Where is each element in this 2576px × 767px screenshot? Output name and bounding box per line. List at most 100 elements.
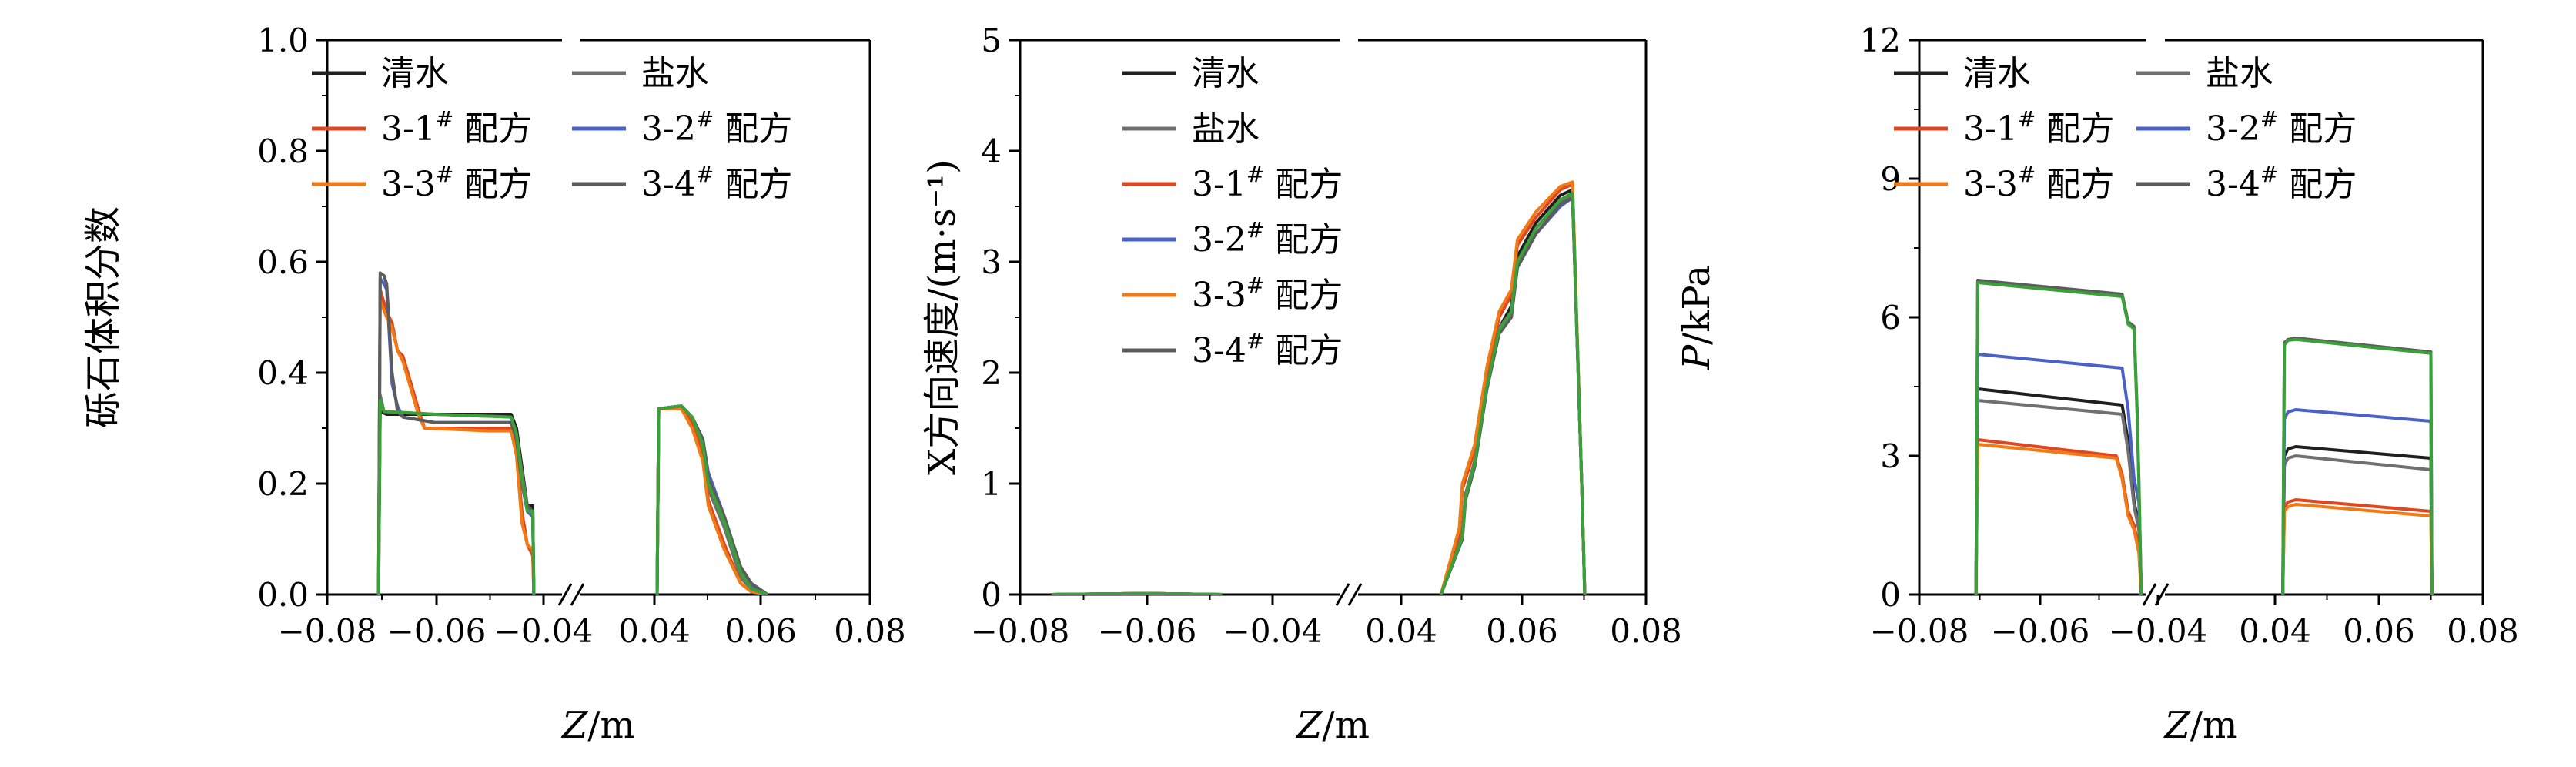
legend-entry-label: 3-4# 配方: [1192, 328, 1343, 370]
y-tick-label: 0.4: [257, 354, 309, 392]
break-slash-1: [570, 583, 585, 606]
break-slash-0: [1335, 583, 1350, 606]
series-line-盐水-seg0: [1974, 399, 2143, 595]
x-axis-title: Z/m: [1295, 704, 1370, 747]
x-tick-label: 0.08: [2447, 612, 2519, 650]
axis-break-mark: [2142, 583, 2170, 606]
legend-label-rest: 配方: [2278, 165, 2357, 204]
series-line-unlabeled-seg1: [2281, 337, 2434, 595]
y-tick-label: 9: [1880, 160, 1901, 198]
legend-label-base: 3-2: [1192, 220, 1246, 260]
legend-entry-label: 盐水: [2206, 54, 2273, 93]
x-tick-label: 0.04: [618, 612, 691, 650]
panel-c: 0 3 6 9 12 −0.08 −0.06 −0.04 0.04 0.06 0.08 Z/m P/kP…: [1675, 22, 2519, 747]
x-tick-label: 0.08: [834, 612, 906, 650]
legend-label-sup: #: [1246, 273, 1264, 298]
x-tick-label: 0.04: [1365, 612, 1437, 650]
y-axis-title-unit: /kPa: [1675, 265, 1718, 345]
y-tick-label: 0.8: [257, 132, 309, 170]
x-axis-title: Z/m: [2163, 704, 2237, 747]
series-line-清水-seg0: [376, 410, 536, 595]
x-tick-label: 0.06: [1486, 612, 1558, 650]
x-axis-title-italic: Z: [2163, 704, 2191, 747]
y-axis-title-italic: P: [1675, 344, 1718, 370]
legend-entry-label: 3-3# 配方: [381, 162, 532, 204]
legend-label-sup: #: [436, 162, 453, 187]
legend-entry-label: 3-3# 配方: [1963, 162, 2114, 204]
x-tick-label: −0.08: [278, 612, 377, 650]
legend-label-rest: 配方: [2036, 109, 2114, 149]
x-tick-label: −0.04: [494, 612, 594, 650]
legend-label-base: 3-3: [1192, 276, 1246, 315]
x-tick-label: −0.04: [2109, 612, 2208, 650]
y-tick-label: 4: [981, 132, 1002, 170]
legend-label-sup: #: [2018, 106, 2036, 132]
x-tick-label: 0.06: [2343, 612, 2415, 650]
y-tick-label: 3: [1880, 437, 1901, 475]
y-axis-title: P/kPa: [1675, 265, 1718, 370]
y-tick-label: 0.2: [257, 465, 309, 503]
series-line-unlabeled-seg1: [1439, 191, 1587, 595]
legend-label-base: 3-2: [641, 109, 696, 149]
series-line-盐水-seg1: [655, 404, 768, 595]
x-axis-title-unit: /m: [587, 704, 635, 747]
x-tick-label: −0.08: [971, 612, 1070, 650]
series-line-3-4-配方-seg0: [1974, 279, 2143, 595]
series-line-3-3-配方-seg0: [1974, 443, 2143, 595]
legend-label-sup: #: [436, 106, 453, 132]
x-tick-label: −0.04: [1223, 612, 1323, 650]
x-axis-title: Z/m: [560, 704, 635, 747]
series-line-unlabeled-seg0: [1051, 591, 1223, 595]
legend-label-base: 3-4: [641, 165, 696, 204]
legend-label-sup: #: [1246, 217, 1264, 243]
legend-label-rest: 配方: [2036, 165, 2114, 204]
y-tick-label: 2: [981, 354, 1002, 392]
y-tick-label: 0: [981, 576, 1002, 614]
legend-label-base: 3-4: [2206, 165, 2260, 204]
axis-break-mark: [1335, 583, 1363, 606]
legend-label-sup: #: [2260, 106, 2278, 132]
x-axis-title-italic: Z: [560, 704, 589, 747]
legend-label-rest: 配方: [453, 165, 532, 204]
legend-label-sup: #: [696, 162, 714, 187]
legend-label-sup: #: [2018, 162, 2036, 187]
x-axis-title-unit: /m: [1322, 704, 1370, 747]
series-lines: [1051, 180, 1587, 595]
legend-label-base: 3-2: [2206, 109, 2260, 149]
legend-label-rest: 配方: [714, 109, 792, 149]
legend-entry-label: 盐水: [641, 54, 709, 93]
series-line-unlabeled-seg0: [376, 399, 536, 595]
legend-label-base: 3-1: [1192, 165, 1246, 204]
break-slash-0: [2142, 583, 2157, 606]
series-lines: [1974, 279, 2434, 595]
x-tick-label: −0.06: [387, 612, 487, 650]
legend-entry-label: 清水: [1963, 54, 2031, 93]
y-tick-label: 0.6: [257, 243, 309, 281]
x-tick-label: −0.06: [1098, 612, 1197, 650]
legend-label-sup: #: [1246, 162, 1264, 187]
x-tick-label: −0.06: [1991, 612, 2090, 650]
y-tick-label: 0: [1880, 576, 1901, 614]
legend-label-rest: 配方: [2278, 109, 2357, 149]
legend-label-rest: 配方: [1264, 165, 1343, 204]
y-tick-label: 5: [981, 22, 1002, 59]
x-tick-label: 0.04: [2239, 612, 2311, 650]
y-tick-label: 12: [1860, 22, 1901, 59]
legend-label-sup: #: [2260, 162, 2278, 187]
legend-label-rest: 配方: [1264, 331, 1343, 370]
legend-entry-label: 3-1# 配方: [1963, 106, 2114, 149]
legend-label-base: 3-1: [381, 109, 436, 149]
legend-entry-label: 3-2# 配方: [641, 106, 792, 149]
legend-label-base: 3-3: [1963, 165, 2018, 204]
axis-break-mark: [557, 583, 585, 606]
legend-label-rest: 配方: [714, 165, 792, 204]
legend-label-base: 3-3: [381, 165, 436, 204]
legend-label-base: 3-4: [1192, 331, 1246, 370]
legend-entry-label: 3-1# 配方: [381, 106, 532, 149]
legend-label-rest: 配方: [453, 109, 532, 149]
legend-label-sup: #: [1246, 328, 1264, 353]
